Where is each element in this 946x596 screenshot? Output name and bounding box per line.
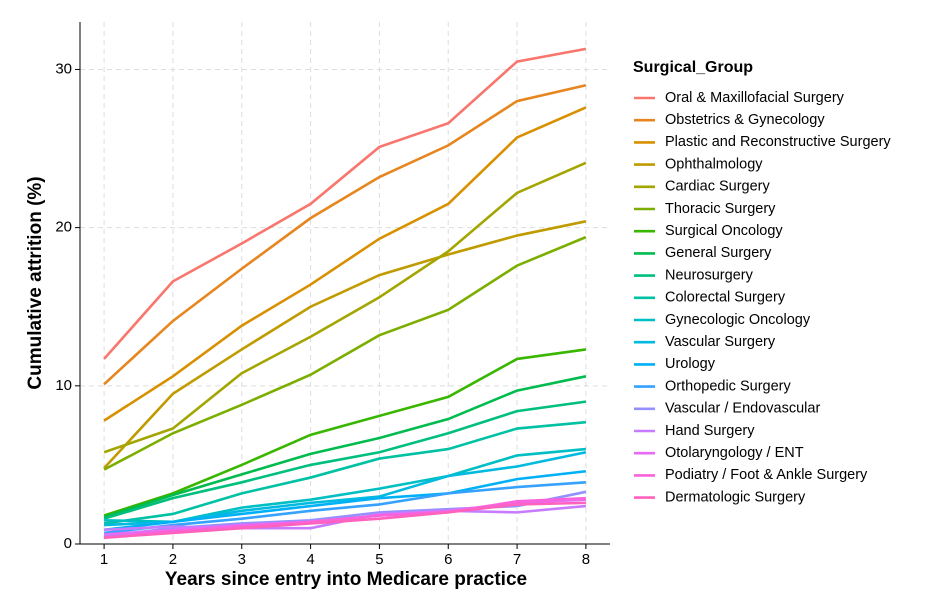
legend-label: Ophthalmology [665, 156, 763, 172]
legend-label: Vascular Surgery [665, 334, 776, 350]
series-line [103, 235, 587, 471]
legend-label: Oral & Maxillofacial Surgery [665, 90, 845, 106]
series-line [103, 469, 587, 532]
series-line [103, 348, 587, 517]
y-tick-label: 10 [55, 377, 72, 394]
legend-label: Orthopedic Surgery [665, 378, 791, 394]
series-line [103, 481, 586, 535]
y-axis-label: Cumulative attrition (%) [25, 176, 46, 389]
legend-title: Surgical_Group [633, 59, 753, 76]
series-line [103, 84, 587, 386]
legend-label: General Surgery [665, 245, 772, 261]
legend-label: Obstetrics & Gynecology [665, 112, 825, 128]
x-tick-label: 8 [582, 551, 590, 568]
series-line [103, 220, 587, 469]
x-tick-label: 6 [444, 551, 452, 568]
x-tick-label: 4 [306, 551, 314, 568]
legend-label: Dermatologic Surgery [665, 489, 806, 505]
x-tick-label: 1 [100, 551, 108, 568]
series-line [103, 47, 587, 360]
series-line [103, 161, 587, 454]
series-line [103, 420, 587, 525]
y-tick-label: 20 [55, 219, 72, 236]
x-tick-label: 7 [513, 551, 521, 568]
legend-label: Hand Surgery [665, 423, 755, 439]
series-line [104, 447, 587, 524]
legend-label: Surgical Oncology [665, 223, 783, 239]
legend-label: Urology [665, 356, 716, 372]
series-line [104, 501, 586, 539]
x-tick-label: 3 [238, 551, 246, 568]
series-line [103, 400, 587, 520]
x-tick-label: 2 [169, 551, 177, 568]
series-line [103, 496, 586, 539]
legend-label: Otolaryngology / ENT [665, 445, 804, 461]
legend-label: Gynecologic Oncology [665, 312, 811, 328]
x-tick-label: 5 [375, 551, 383, 568]
legend-label: Plastic and Reconstructive Surgery [665, 134, 891, 150]
legend-label: Cardiac Surgery [665, 179, 771, 195]
series-line [103, 106, 587, 422]
x-axis-label: Years since entry into Medicare practice [165, 569, 527, 590]
legend-label: Vascular / Endovascular [665, 401, 820, 417]
legend-label: Podiatry / Foot & Ankle Surgery [665, 467, 868, 483]
legend-label: Thoracic Surgery [665, 201, 776, 217]
legend-label: Colorectal Surgery [665, 290, 786, 306]
legend-label: Neurosurgery [665, 267, 754, 283]
series-line [103, 375, 587, 519]
y-tick-label: 30 [55, 60, 72, 77]
y-tick-label: 0 [64, 535, 72, 552]
